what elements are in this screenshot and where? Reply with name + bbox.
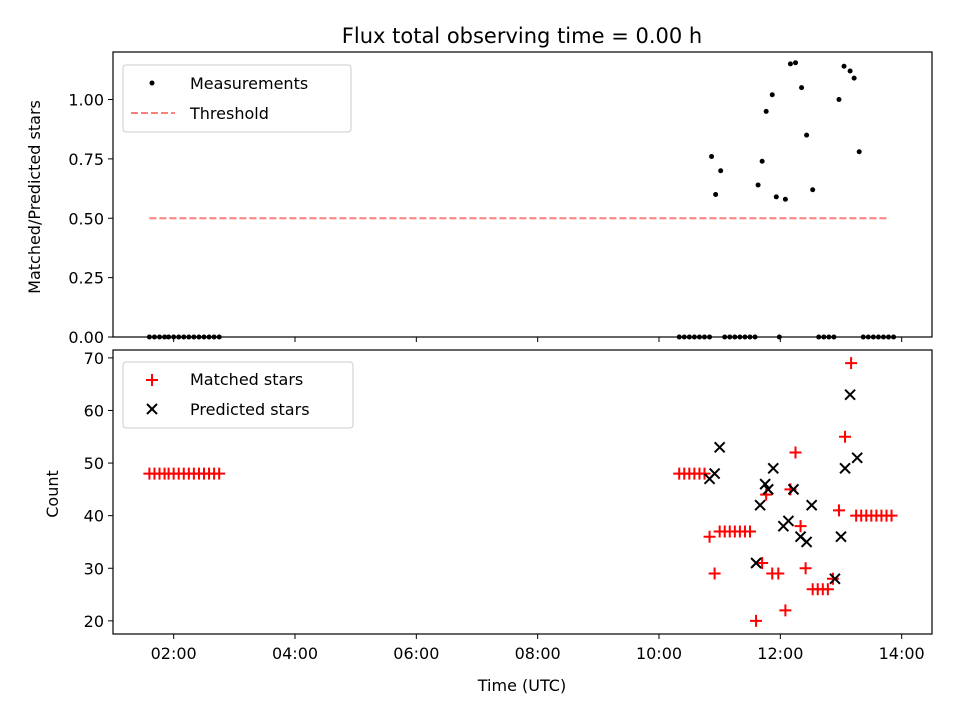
legend-threshold-label: Threshold (189, 104, 269, 123)
measurement-point (836, 97, 842, 102)
matched-star-point (750, 614, 763, 627)
measurement-point (847, 68, 853, 74)
predicted-star-point (782, 515, 795, 527)
bottom-y-tick-label: 50 (84, 454, 104, 473)
predicted-star-point (762, 483, 774, 496)
bottom-y-tick-label: 60 (84, 401, 104, 420)
measurement-point (782, 196, 788, 202)
matched-star-point (708, 567, 721, 580)
matched-star-point (839, 430, 852, 443)
legend-matched-label: Matched stars (190, 370, 303, 389)
x-tick-label: 04:00 (272, 644, 318, 663)
axes-layer: 0.00 0.25 0.50 0.75 1.00 20 30 40 50 60 70 02:00 04:… (68, 51, 933, 663)
measurement-point (755, 182, 761, 188)
matched-star-point (821, 583, 834, 596)
predicted-star-point (851, 452, 863, 464)
predicted-star-point (844, 388, 856, 401)
measurement-point (793, 60, 798, 66)
top-plot-frame (112, 51, 933, 338)
measurement-point (763, 108, 769, 114)
bottom-y-tick-label: 70 (84, 349, 104, 368)
x-tick-label: 14:00 (879, 644, 925, 663)
matched-star-point (789, 446, 802, 459)
measurement-point (759, 158, 765, 164)
predicted-star-point (708, 467, 721, 480)
legend-predicted-marker (146, 403, 158, 415)
matched-star-point (832, 504, 845, 517)
top-y-axis-label: Matched/Predicted stars (25, 100, 44, 294)
top-legend: Measurements Threshold (122, 64, 352, 133)
bottom-y-tick-label: 20 (84, 612, 104, 631)
matched-star-point (744, 525, 756, 538)
measurement-point (799, 85, 805, 91)
matched-star-point (885, 509, 898, 522)
bottom-legend-box (122, 361, 354, 429)
matched-star-point (794, 520, 807, 533)
top-y-tick-label: 0.75 (68, 150, 104, 169)
matched-star-point (703, 530, 716, 543)
measurement-point (773, 194, 779, 200)
bottom-plot-frame (112, 349, 933, 635)
matched-star-point (845, 357, 858, 370)
predicted-star-point (767, 462, 779, 475)
chart-title: Flux total observing time = 0.00 h (342, 24, 702, 48)
measurement-point (856, 149, 862, 155)
bottom-y-tick-label: 30 (84, 559, 104, 578)
top-y-tick-label: 1.00 (68, 91, 104, 110)
measurement-point (709, 154, 715, 159)
matched-star-point (826, 572, 839, 585)
bottom-legend: Matched stars Predicted stars (122, 361, 354, 429)
legend-measurements-marker (149, 80, 155, 86)
measurement-point (769, 92, 775, 98)
predicted-star-point (759, 478, 771, 490)
matched-star-point (698, 467, 711, 480)
predicted-star-point (805, 499, 818, 511)
predicted-star-point (754, 499, 766, 511)
predicted-star-point (787, 483, 800, 496)
bottom-y-axis-label: Count (43, 470, 62, 518)
x-axis-label: Time (UTC) (477, 676, 566, 695)
top-y-tick-label: 0.50 (68, 209, 104, 228)
x-tick-label: 02:00 (151, 644, 197, 663)
legend-measurements-label: Measurements (190, 74, 308, 93)
predicted-star-point (750, 557, 762, 569)
measurement-point (841, 63, 847, 69)
predicted-star-point (800, 536, 813, 548)
matched-star-point (779, 604, 792, 617)
measurement-point (787, 61, 793, 67)
matched-star-point (772, 567, 785, 580)
measurement-point (851, 75, 857, 81)
x-tick-label: 10:00 (636, 644, 682, 663)
predicted-star-point (839, 462, 851, 475)
top-y-tick-label: 0.00 (68, 328, 104, 347)
matched-star-point (756, 557, 769, 569)
measurement-point (810, 187, 816, 193)
legend-matched-marker (146, 374, 158, 386)
bottom-plot-area (143, 357, 898, 627)
measurement-point (718, 168, 724, 174)
x-tick-label: 08:00 (515, 644, 561, 663)
x-tick-label: 12:00 (757, 644, 803, 663)
top-y-tick-label: 0.25 (68, 269, 104, 288)
predicted-star-point (835, 530, 847, 543)
measurement-point (713, 192, 719, 197)
matched-star-point (799, 562, 812, 575)
top-legend-box (122, 64, 352, 133)
predicted-star-point (713, 441, 726, 454)
measurement-point (804, 132, 810, 138)
bottom-y-tick-label: 40 (84, 507, 104, 526)
legend-predicted-label: Predicted stars (190, 400, 310, 419)
matched-star-point (213, 467, 226, 480)
predicted-star-point (829, 573, 841, 585)
x-tick-label: 06:00 (393, 644, 439, 663)
